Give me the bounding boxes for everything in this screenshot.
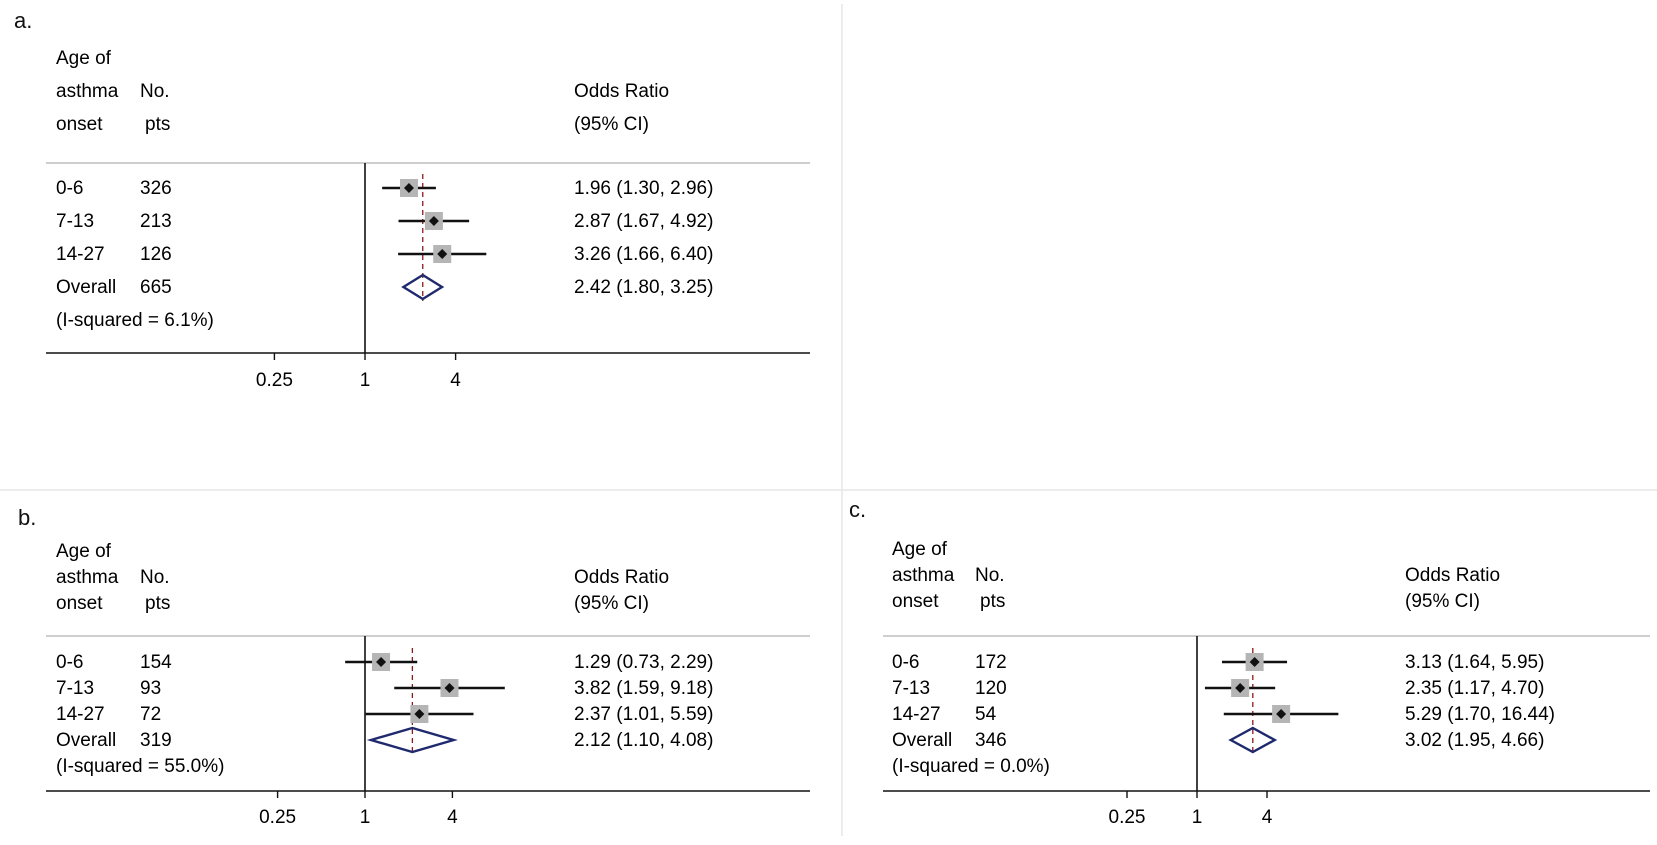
x-axis-tick-label: 0.25 <box>256 370 293 391</box>
overall-label: Overall <box>56 277 116 298</box>
point-estimate-marker <box>437 249 448 259</box>
header-odds-ratio-line: (95% CI) <box>1405 591 1480 612</box>
row-patient-count: 126 <box>140 244 172 265</box>
point-estimate-marker <box>1249 657 1260 667</box>
x-axis-tick-label: 0.25 <box>1109 807 1146 828</box>
row-label: 0-6 <box>56 178 83 199</box>
overall-label: Overall <box>56 730 116 751</box>
x-axis-tick-label: 1 <box>360 370 371 391</box>
row-odds-ratio-text: 1.29 (0.73, 2.29) <box>574 652 713 673</box>
header-age-of-onset-line: onset <box>56 114 103 135</box>
header-age-of-onset-line: onset <box>56 593 103 614</box>
forest-panel-b: b. Age of asthma onset No. pts Odds Ratio (95% … <box>18 505 810 828</box>
overall-odds-ratio-text: 2.42 (1.80, 3.25) <box>574 277 713 298</box>
row-label: 7-13 <box>892 678 930 699</box>
header-age-of-onset-line: Age of <box>56 48 112 69</box>
overall-diamond <box>366 726 458 754</box>
overall-patient-count: 665 <box>140 277 172 298</box>
header-age-of-onset-line: Age of <box>892 539 948 560</box>
row-odds-ratio-text: 3.82 (1.59, 9.18) <box>574 678 713 699</box>
header-number-patients-line: pts <box>145 593 170 614</box>
point-estimate-marker <box>376 657 387 667</box>
header-number-patients-line: No. <box>140 81 170 102</box>
point-estimate-marker <box>1276 709 1287 719</box>
overall-odds-ratio-text: 2.12 (1.10, 4.08) <box>574 730 713 751</box>
row-odds-ratio-text: 5.29 (1.70, 16.44) <box>1405 704 1555 725</box>
row-odds-ratio-text: 2.37 (1.01, 5.59) <box>574 704 713 725</box>
heterogeneity-label: (I-squared = 6.1%) <box>56 310 214 331</box>
row-patient-count: 72 <box>140 704 161 725</box>
row-label: 14-27 <box>892 704 941 725</box>
panel-label: b. <box>18 505 36 530</box>
row-odds-ratio-text: 2.35 (1.17, 4.70) <box>1405 678 1544 699</box>
point-estimate-marker <box>428 216 439 226</box>
x-axis-tick-label: 0.25 <box>259 807 296 828</box>
point-estimate-marker <box>403 183 414 193</box>
row-label: 7-13 <box>56 678 94 699</box>
overall-odds-ratio-text: 3.02 (1.95, 4.66) <box>1405 730 1544 751</box>
header-odds-ratio-line: Odds Ratio <box>574 567 669 588</box>
row-label: 0-6 <box>56 652 83 673</box>
header-odds-ratio-line: Odds Ratio <box>574 81 669 102</box>
point-estimate-marker <box>444 683 455 693</box>
forest-panel-c: c. Age of asthma onset No. pts Odds Ratio (95% … <box>849 497 1650 828</box>
header-number-patients-line: pts <box>980 591 1005 612</box>
header-odds-ratio-line: (95% CI) <box>574 114 649 135</box>
row-label: 0-6 <box>892 652 919 673</box>
header-number-patients-line: No. <box>140 567 170 588</box>
x-axis-tick-label: 1 <box>1192 807 1203 828</box>
overall-patient-count: 346 <box>975 730 1007 751</box>
point-estimate-marker <box>414 709 425 719</box>
overall-diamond <box>1228 726 1278 754</box>
heterogeneity-label: (I-squared = 55.0%) <box>56 756 224 777</box>
forest-panel-a: a. Age of asthma onset No. pts Odds Ratio (95% … <box>14 8 810 391</box>
overall-patient-count: 319 <box>140 730 172 751</box>
header-age-of-onset-line: asthma <box>56 81 119 102</box>
header-odds-ratio-line: Odds Ratio <box>1405 565 1500 586</box>
row-odds-ratio-text: 3.13 (1.64, 5.95) <box>1405 652 1544 673</box>
header-age-of-onset-line: asthma <box>892 565 955 586</box>
x-axis-tick-label: 4 <box>447 807 458 828</box>
row-odds-ratio-text: 2.87 (1.67, 4.92) <box>574 211 713 232</box>
row-patient-count: 93 <box>140 678 161 699</box>
x-axis-tick-label: 4 <box>1262 807 1273 828</box>
row-patient-count: 54 <box>975 704 997 725</box>
header-age-of-onset-line: asthma <box>56 567 119 588</box>
header-age-of-onset-line: Age of <box>56 541 112 562</box>
row-patient-count: 326 <box>140 178 172 199</box>
header-age-of-onset-line: onset <box>892 591 939 612</box>
panel-label: c. <box>849 497 866 522</box>
overall-label: Overall <box>892 730 952 751</box>
x-axis-tick-label: 4 <box>450 370 461 391</box>
heterogeneity-label: (I-squared = 0.0%) <box>892 756 1050 777</box>
point-estimate-marker <box>1235 683 1246 693</box>
x-axis-tick-label: 1 <box>360 807 371 828</box>
row-label: 14-27 <box>56 704 105 725</box>
row-odds-ratio-text: 3.26 (1.66, 6.40) <box>574 244 713 265</box>
row-patient-count: 213 <box>140 211 172 232</box>
row-patient-count: 120 <box>975 678 1007 699</box>
row-label: 14-27 <box>56 244 105 265</box>
row-patient-count: 154 <box>140 652 172 673</box>
row-odds-ratio-text: 1.96 (1.30, 2.96) <box>574 178 713 199</box>
overall-diamond <box>401 273 445 301</box>
header-number-patients-line: No. <box>975 565 1005 586</box>
row-label: 7-13 <box>56 211 94 232</box>
panel-label: a. <box>14 8 32 33</box>
header-odds-ratio-line: (95% CI) <box>574 593 649 614</box>
header-number-patients-line: pts <box>145 114 170 135</box>
row-patient-count: 172 <box>975 652 1007 673</box>
